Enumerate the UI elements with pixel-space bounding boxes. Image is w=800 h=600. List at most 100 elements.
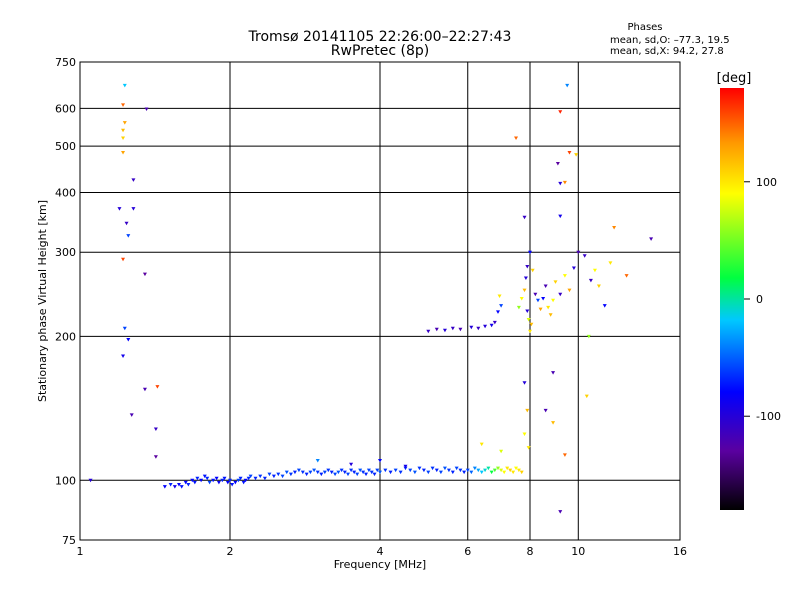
data-point	[454, 466, 459, 471]
phases-o-line: mean, sd,O: –77.3, 19.5	[610, 35, 730, 46]
data-point	[505, 466, 510, 471]
data-point	[153, 455, 158, 459]
data-point	[489, 323, 494, 328]
data-point	[375, 468, 380, 473]
colorbar-tick-label: -100	[756, 410, 781, 423]
data-point	[458, 327, 463, 332]
data-point	[469, 470, 474, 475]
data-point	[434, 327, 439, 332]
data-point	[144, 107, 149, 112]
colorbar-tick-label: 0	[756, 293, 763, 306]
data-point	[458, 468, 463, 473]
data-point	[430, 466, 435, 471]
data-point	[179, 485, 184, 489]
data-point	[345, 472, 350, 477]
data-point	[596, 284, 601, 288]
data-point	[522, 288, 527, 293]
data-point	[529, 322, 534, 327]
data-point	[222, 476, 227, 481]
y-axis-label: Stationary phase Virtual Height [km]	[36, 200, 49, 402]
data-point	[288, 472, 293, 477]
data-point	[122, 326, 127, 331]
data-point	[525, 265, 530, 269]
data-point	[124, 221, 129, 226]
data-point	[508, 468, 513, 473]
data-point	[186, 482, 191, 487]
data-point	[576, 250, 581, 255]
data-point	[525, 309, 530, 314]
data-point	[558, 181, 563, 186]
data-point	[349, 468, 354, 473]
data-point	[241, 480, 246, 485]
data-point	[131, 207, 136, 211]
y-tick-label: 500	[55, 140, 76, 153]
data-point	[528, 250, 532, 255]
data-point	[176, 482, 181, 487]
data-point	[121, 103, 126, 107]
data-point	[522, 215, 527, 220]
data-point	[228, 478, 232, 483]
data-point	[495, 310, 500, 314]
data-point	[543, 408, 548, 413]
data-point	[551, 371, 556, 375]
data-point	[421, 468, 426, 473]
phases-heading: Phases	[627, 22, 662, 33]
data-point	[168, 482, 173, 487]
data-point	[530, 268, 535, 273]
data-point	[243, 478, 248, 483]
data-point	[551, 298, 556, 303]
data-point	[516, 305, 521, 310]
data-point	[582, 254, 587, 258]
data-point	[233, 480, 238, 485]
data-point	[499, 304, 504, 308]
data-point	[526, 317, 531, 322]
y-tick-label: 750	[55, 56, 76, 69]
data-point	[121, 150, 126, 155]
x-tick-label: 8	[527, 545, 534, 558]
data-point	[121, 128, 126, 133]
data-point	[525, 408, 530, 413]
data-point	[479, 442, 484, 447]
data-point	[562, 453, 567, 457]
data-point	[236, 478, 241, 483]
data-point	[522, 381, 527, 385]
data-point	[553, 280, 558, 284]
data-point	[533, 292, 538, 297]
data-point	[514, 466, 519, 471]
data-point	[155, 385, 160, 389]
data-point	[499, 449, 504, 454]
data-point	[551, 421, 556, 425]
data-point	[300, 470, 305, 475]
data-point	[117, 207, 122, 211]
data-point	[592, 268, 597, 273]
data-point	[522, 432, 527, 436]
data-point	[315, 458, 320, 463]
grid-lines	[80, 62, 680, 540]
data-point	[486, 466, 491, 471]
x-tick-label: 1	[77, 545, 84, 558]
data-point	[388, 470, 393, 475]
chart-subtitle: RwPretec (8p)	[331, 43, 429, 59]
data-point	[153, 427, 158, 432]
data-point	[262, 476, 267, 481]
data-point	[446, 468, 451, 473]
data-point	[562, 180, 567, 185]
data-point	[426, 329, 431, 334]
data-point	[329, 470, 334, 475]
data-point	[238, 476, 243, 481]
data-point	[366, 468, 371, 473]
data-point	[558, 292, 563, 297]
data-point	[543, 284, 548, 288]
data-point	[546, 305, 551, 310]
data-point	[403, 466, 408, 471]
y-tick-label: 75	[62, 534, 76, 547]
data-point	[584, 394, 589, 399]
data-point	[271, 474, 276, 479]
data-point	[472, 466, 477, 471]
data-point	[526, 446, 531, 450]
data-point	[342, 470, 347, 475]
data-point	[523, 276, 528, 280]
y-tick-label: 400	[55, 186, 76, 199]
data-point	[535, 298, 540, 303]
data-point	[126, 234, 131, 238]
